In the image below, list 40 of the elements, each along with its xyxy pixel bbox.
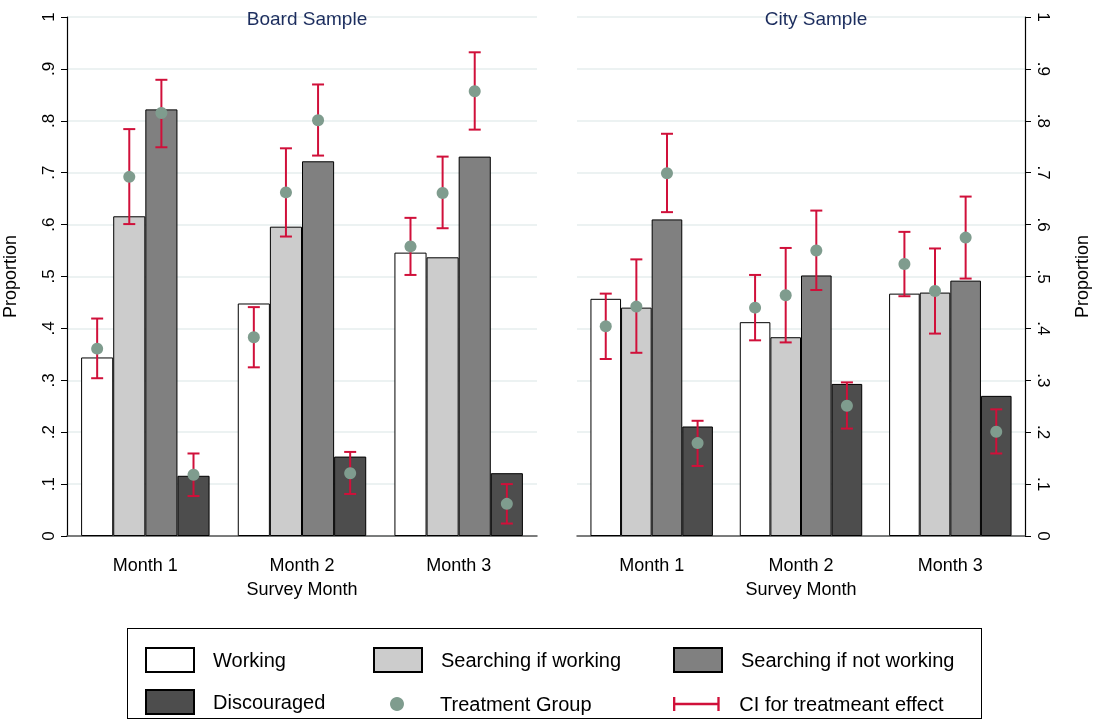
y-tick-label: .3 bbox=[39, 373, 58, 388]
x-tick-label: Month 3 bbox=[426, 555, 492, 575]
y2-tick-label: .5 bbox=[1034, 269, 1053, 284]
y2-tick-label: .9 bbox=[1034, 61, 1053, 76]
chart-title: Board Sample bbox=[246, 8, 368, 29]
y2-tick-label: .3 bbox=[1034, 373, 1053, 388]
chart-title: City Sample bbox=[764, 8, 868, 29]
y-tick-label: .7 bbox=[39, 165, 58, 180]
y-tick-label: .6 bbox=[39, 217, 58, 232]
x-tick-label: Month 1 bbox=[112, 555, 178, 575]
text: CI for treatmeant effect bbox=[739, 693, 944, 715]
y2-tick-label: .2 bbox=[1034, 425, 1053, 440]
legend-label: Treatment Group bbox=[440, 693, 592, 715]
y2-tick-label: .7 bbox=[1034, 165, 1053, 180]
y-tick-label: .1 bbox=[39, 477, 58, 492]
legend-label: Working bbox=[213, 649, 286, 671]
x-axis-title: Survey Month bbox=[246, 579, 358, 599]
y-tick-label: 0 bbox=[39, 531, 58, 541]
x-tick-label: Month 3 bbox=[917, 555, 983, 575]
y-tick-label: .9 bbox=[39, 61, 58, 76]
y-tick-label: .4 bbox=[39, 321, 58, 336]
legend-label: Searching if working bbox=[441, 649, 622, 671]
x-tick-label: Month 2 bbox=[768, 555, 834, 575]
y-tick-label: .8 bbox=[39, 113, 58, 128]
x-axis-title: Survey Month bbox=[745, 579, 857, 599]
y2-tick-label: 0 bbox=[1034, 531, 1053, 541]
y2-tick-label: .4 bbox=[1034, 321, 1053, 336]
y2-axis-title: Proportion bbox=[1072, 234, 1092, 319]
y2-tick-label: 1 bbox=[1034, 12, 1053, 22]
y-tick-label: .2 bbox=[39, 425, 58, 440]
y2-tick-label: .8 bbox=[1034, 113, 1053, 128]
y-tick-label: .5 bbox=[39, 269, 58, 284]
legend-label: Discouraged bbox=[213, 691, 326, 713]
x-tick-label: Month 1 bbox=[619, 555, 685, 575]
y2-tick-label: .6 bbox=[1034, 217, 1053, 232]
x-tick-label: Month 2 bbox=[269, 555, 335, 575]
y-tick-label: 1 bbox=[39, 12, 58, 22]
legend-label: Searching if not working bbox=[741, 649, 955, 671]
y2-tick-label: .1 bbox=[1034, 477, 1053, 492]
y-axis-title: Proportion bbox=[0, 234, 20, 319]
